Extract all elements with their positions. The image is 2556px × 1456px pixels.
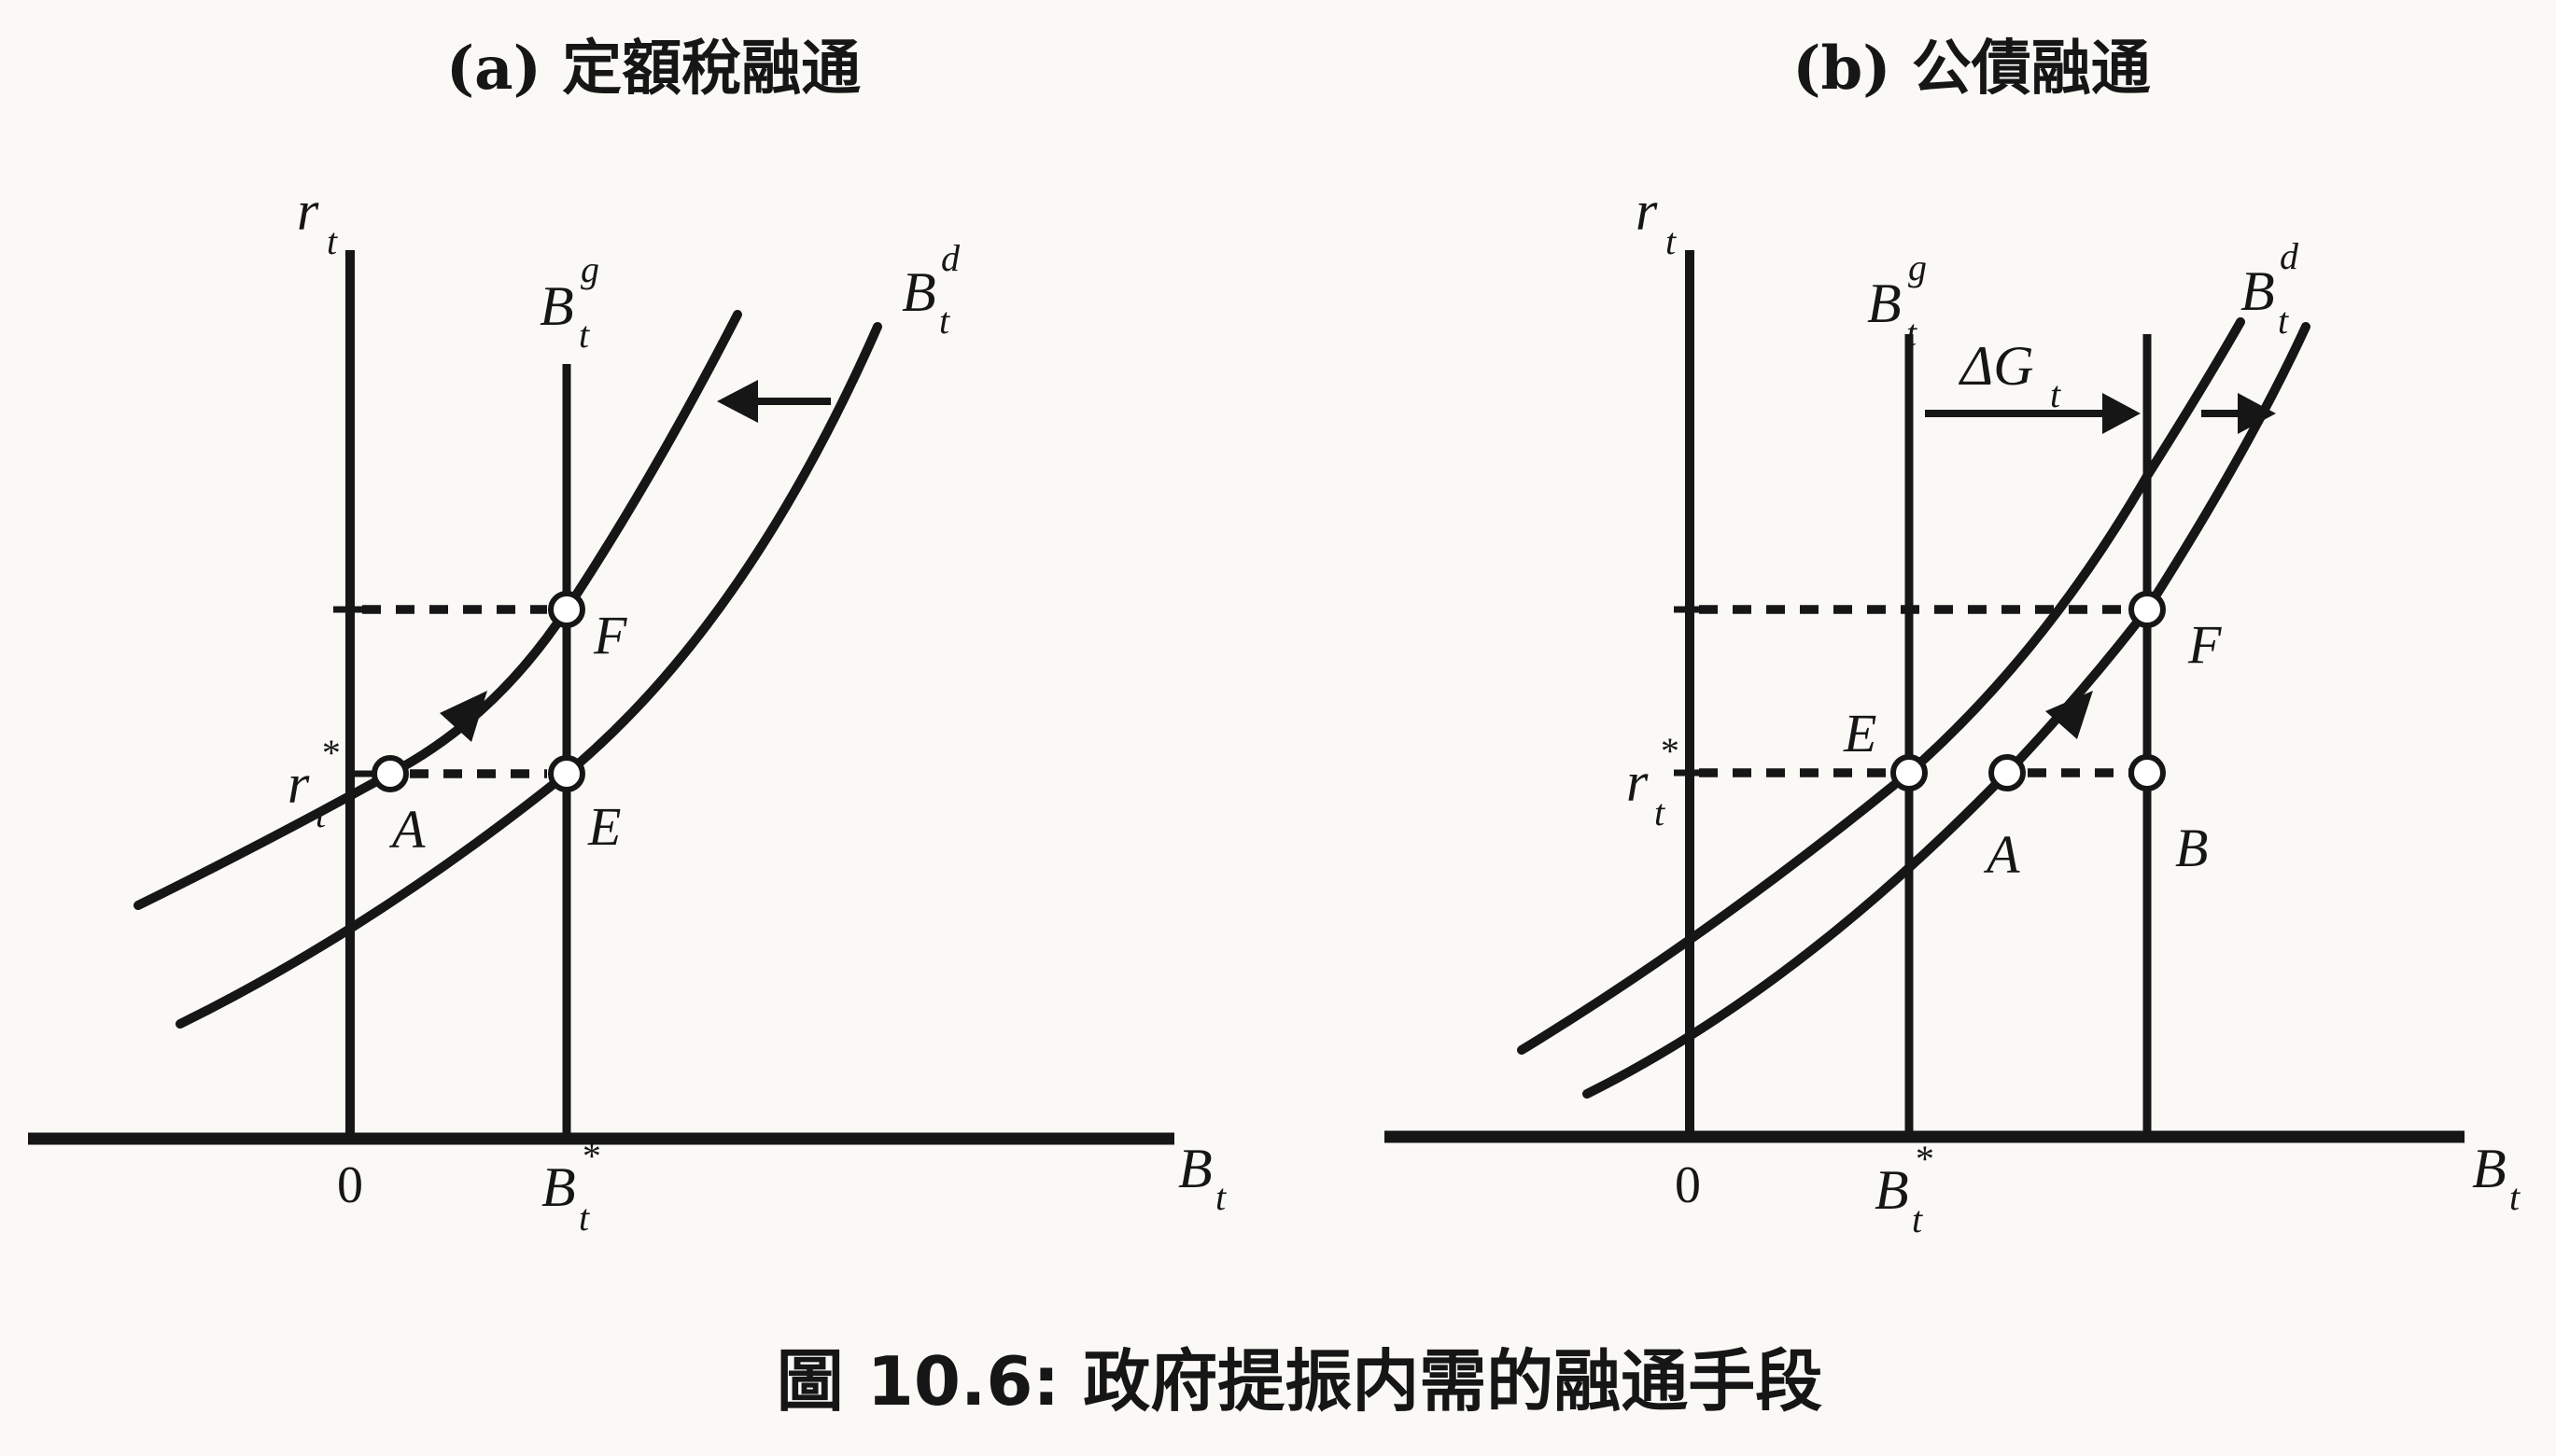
panel-a-quantity-sub: t — [579, 1197, 590, 1239]
panel-b-label-E: E — [1843, 703, 1876, 763]
panel-a-supply-label: B — [540, 275, 574, 337]
panel-a-demand-label: B — [902, 261, 936, 323]
panel-b-demand-curve-shifted — [1582, 322, 2310, 1099]
panel-a-label-A: A — [388, 799, 426, 860]
panel-a-point-E — [548, 755, 585, 792]
panel-a-demand-sub: t — [939, 300, 950, 342]
panel-a-title: (a) 定額稅融通 — [446, 34, 861, 104]
panel-b-y-axis-label: r — [1636, 180, 1658, 242]
panel-b-supply-label: B — [1867, 273, 1902, 334]
panel-b: (b) 公債融通 r t — [1384, 34, 2521, 1240]
panel-b-curve-direction-arrowhead-icon — [2045, 691, 2093, 739]
panel-b-point-E — [1890, 754, 1928, 791]
panel-b-x-axis-sub: t — [2509, 1176, 2521, 1218]
panel-a-y-axis-sub: t — [327, 220, 338, 262]
panel-b-quantity-sub: t — [1912, 1198, 1923, 1240]
panel-b-supply-sup: g — [1908, 246, 1927, 288]
panel-b-quantity-sup: * — [1914, 1138, 1932, 1180]
left-arrowhead-icon — [717, 380, 758, 423]
panel-a-supply-sub: t — [579, 314, 590, 356]
panel-b-demand-shift-arrow — [2201, 393, 2276, 434]
panel-a: (a) 定額稅融通 r t B t g B t d — [28, 34, 1227, 1239]
panel-a-quantity-sup: * — [581, 1135, 599, 1177]
panel-b-demand-sub: t — [2278, 300, 2289, 342]
panel-b-quantity-label: B — [1875, 1159, 1909, 1221]
panel-b-point-B — [2128, 754, 2166, 791]
panel-a-rate-label: r — [288, 753, 310, 815]
panel-b-demand-curve-original — [1517, 317, 2245, 1055]
panel-b-point-F — [2128, 591, 2166, 628]
panel-b-demand-sup: d — [2280, 235, 2299, 277]
panel-b-rate-sup: * — [1659, 730, 1678, 772]
panel-b-x-axis-label: B — [2472, 1138, 2507, 1199]
panel-a-quantity-label: B — [541, 1156, 576, 1218]
panel-a-rate-sup: * — [320, 732, 339, 774]
figure-caption: 圖 10.6: 政府提振内需的融通手段 — [777, 1342, 1823, 1421]
panel-a-demand-curve-shifted — [133, 310, 742, 910]
panel-b-y-axis-sub: t — [1665, 220, 1677, 262]
panel-a-point-A — [372, 755, 409, 792]
panel-a-label-E: E — [587, 796, 621, 857]
panel-a-supply-sup: g — [581, 248, 599, 290]
panel-b-title: (b) 公債融通 — [1792, 34, 2151, 104]
panel-b-label-B: B — [2175, 818, 2208, 878]
panel-b-label-F: F — [2187, 614, 2222, 675]
panel-b-rate-sub: t — [1654, 791, 1665, 833]
panel-a-curve-direction-arrowhead-icon — [440, 691, 487, 742]
panel-b-label-A: A — [1983, 824, 2020, 885]
panel-a-label-F: F — [593, 605, 627, 665]
panel-b-supply-shift-arrow — [1925, 393, 2141, 434]
panel-b-demand-label: B — [2240, 260, 2275, 322]
panel-b-delta-g-sub: t — [2050, 373, 2061, 415]
panel-a-demand-sup: d — [941, 237, 961, 279]
panel-a-demand-shift-arrow — [717, 380, 831, 423]
panel-b-origin-label: 0 — [1675, 1156, 1701, 1214]
panel-a-x-axis-label: B — [1178, 1138, 1213, 1199]
panel-a-x-axis-sub: t — [1215, 1176, 1227, 1218]
panel-a-rate-sub: t — [316, 793, 327, 835]
panel-b-delta-g-label: ΔG — [1959, 335, 2034, 397]
right-arrowhead-small-icon — [2238, 393, 2276, 434]
panel-a-origin-label: 0 — [337, 1156, 363, 1214]
panel-a-y-axis-label: r — [297, 180, 319, 242]
panel-b-rate-label: r — [1626, 751, 1649, 813]
panel-a-point-F — [548, 591, 585, 628]
panel-b-point-A — [1988, 754, 2026, 791]
panel-a-demand-curve-original — [176, 322, 882, 1029]
right-arrowhead-icon — [2102, 393, 2141, 434]
panel-b-supply-sub: t — [1906, 312, 1917, 354]
